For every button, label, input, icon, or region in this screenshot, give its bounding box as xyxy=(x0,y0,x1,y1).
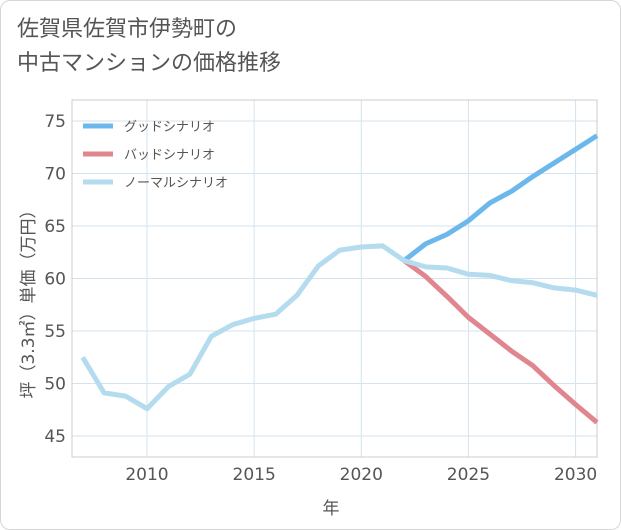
x-tick-label: 2025 xyxy=(447,465,490,485)
y-tick-label: 75 xyxy=(44,112,66,132)
series-layer xyxy=(80,133,599,425)
legend-label-0: グッドシナリオ xyxy=(124,120,215,135)
series-line-2 xyxy=(80,243,598,412)
y-tick-label: 65 xyxy=(44,217,66,237)
x-axis-title: 年 xyxy=(323,499,340,519)
legend-label-1: バッドシナリオ xyxy=(124,148,215,163)
series-line-1 xyxy=(402,258,599,425)
grid-lines xyxy=(72,100,597,457)
y-tick-label: 60 xyxy=(44,270,66,290)
chart-title-line-2: 中古マンションの価格推移 xyxy=(17,51,282,76)
x-tick-labels: 2010 2015 2020 2025 2030 xyxy=(125,465,597,485)
legend-label-2: ノーマルシナリオ xyxy=(124,176,228,191)
x-tick-label: 2010 xyxy=(125,465,168,485)
x-tick-label: 2020 xyxy=(340,465,383,485)
y-tick-label: 70 xyxy=(44,165,66,185)
chart-title-line-1: 佐賀県佐賀市伊勢町の xyxy=(17,17,238,42)
chart-title: 佐賀県佐賀市伊勢町の 中古マンションの価格推移 xyxy=(17,13,281,81)
y-axis-title: 坪（3.3㎡）単価（万円） xyxy=(19,201,39,398)
y-tick-label: 45 xyxy=(44,427,66,447)
y-tick-labels: 45 50 55 60 65 70 75 xyxy=(44,112,66,447)
y-tick-label: 55 xyxy=(44,322,66,342)
x-tick-label: 2030 xyxy=(554,465,597,485)
x-tick-label: 2015 xyxy=(233,465,276,485)
series-line-0 xyxy=(402,133,599,263)
plot-frame xyxy=(71,99,598,458)
y-tick-label: 50 xyxy=(44,375,66,395)
